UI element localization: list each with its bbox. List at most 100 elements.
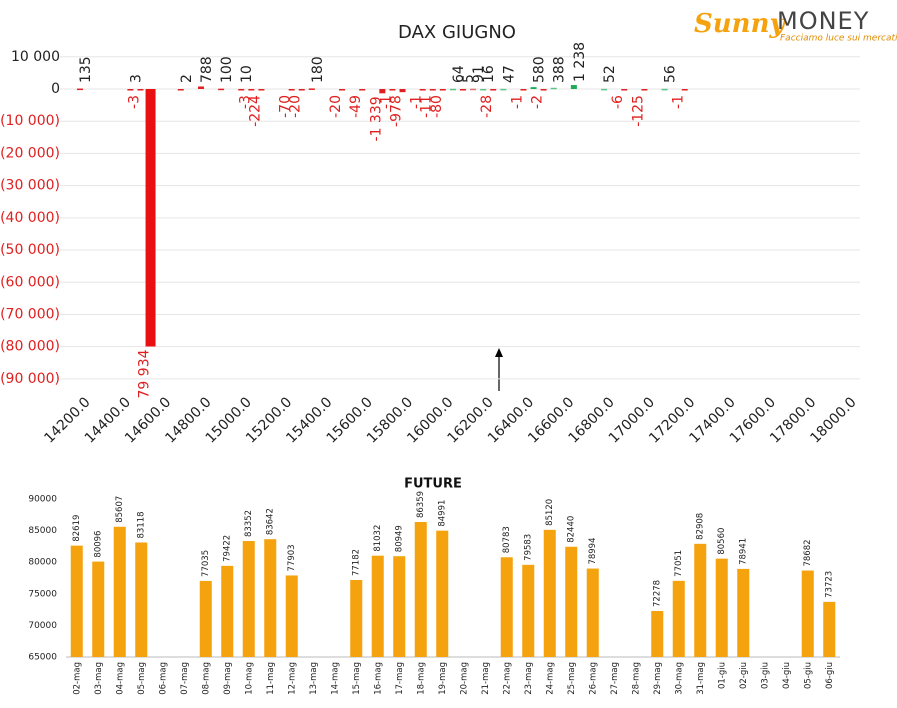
value-label: -1 — [509, 95, 525, 109]
bar — [480, 88, 487, 91]
bar — [543, 529, 556, 657]
value-label: 82908 — [696, 513, 706, 540]
bar — [288, 89, 295, 91]
bar — [429, 89, 436, 91]
value-label: 100 — [219, 56, 235, 83]
y-tick-label: 10 000 — [11, 49, 60, 65]
bar — [823, 601, 836, 657]
logo-tagline: Facciamo luce sui mercati — [780, 34, 897, 44]
x-tick-label: 04-giu — [782, 662, 792, 689]
value-label: -2 — [530, 95, 546, 109]
x-tick-label: 05-giu — [803, 662, 813, 689]
value-label: 77035 — [201, 550, 211, 577]
value-label: 5 — [461, 74, 477, 83]
value-label: 10 — [239, 65, 255, 83]
x-tick-label: 02-giu — [739, 662, 749, 689]
x-tick-label: 07-mag — [180, 662, 190, 695]
bar — [199, 580, 212, 657]
value-label: 72278 — [653, 580, 663, 607]
x-tick-label: 12-mag — [287, 662, 297, 695]
bar — [393, 556, 406, 657]
value-label: 80783 — [502, 526, 512, 553]
value-label: 135 — [78, 56, 94, 83]
bar — [285, 575, 298, 657]
x-tick-label: 27-mag — [610, 662, 620, 695]
y-tick-label: 80000 — [28, 558, 57, 568]
y-tick-label: 70000 — [28, 621, 57, 631]
x-tick-label: 28-mag — [631, 662, 641, 695]
x-tick-label: 04-mag — [115, 662, 125, 695]
bar — [135, 542, 148, 657]
bar — [308, 88, 315, 90]
value-label: 77182 — [352, 549, 362, 576]
y-tick-label: 90000 — [28, 495, 57, 505]
x-tick-label: 06-giu — [825, 662, 835, 689]
bar — [601, 88, 608, 91]
value-label: 16 — [481, 65, 497, 83]
value-label: 81032 — [373, 525, 383, 552]
x-tick-label: 08-mag — [201, 662, 211, 695]
value-label: 580 — [532, 56, 548, 83]
value-label: -20 — [288, 95, 304, 118]
value-label: -11 — [419, 95, 435, 118]
bar — [522, 564, 535, 657]
bar — [218, 88, 225, 91]
value-label: -978 — [389, 95, 405, 127]
bar — [500, 557, 513, 657]
value-label: -20 — [328, 95, 344, 118]
bar — [570, 85, 577, 90]
x-tick-label: 25-mag — [567, 662, 577, 695]
x-tick-label: 01-giu — [717, 662, 727, 689]
x-tick-label: 03-mag — [94, 662, 104, 695]
bar — [439, 89, 446, 91]
x-tick-label: 18-mag — [416, 662, 426, 695]
x-tick-label: 29-mag — [653, 662, 663, 695]
y-tick-label: (10 000) — [0, 113, 60, 129]
value-label: 86359 — [416, 491, 426, 518]
chart-title: DAX GIUGNO — [398, 22, 516, 43]
y-tick-label: 85000 — [28, 526, 57, 536]
bar — [248, 89, 255, 91]
bar — [470, 88, 477, 91]
bar — [520, 89, 527, 91]
x-tick-label: 05-mag — [137, 662, 147, 695]
bar — [137, 89, 144, 91]
bar — [540, 89, 547, 91]
value-label: -125 — [630, 95, 646, 127]
value-label: 52 — [602, 65, 618, 83]
value-label: 91 — [471, 65, 487, 83]
x-tick-label: 24-mag — [545, 662, 555, 695]
x-tick-label: 13-mag — [309, 662, 319, 695]
x-tick-label: 10-mag — [244, 662, 254, 695]
bar — [238, 88, 245, 91]
x-tick-label: 31-mag — [696, 662, 706, 695]
y-tick-label: (20 000) — [0, 145, 60, 161]
y-tick-label: (50 000) — [0, 242, 60, 258]
value-label: -3 — [126, 95, 142, 109]
logo-brand: Sunny — [694, 9, 786, 39]
x-tick-label: 23-mag — [524, 662, 534, 695]
value-label: -224 — [247, 95, 263, 127]
value-label: 78682 — [803, 539, 813, 566]
y-tick-label: 0 — [51, 81, 60, 97]
value-label: 85607 — [115, 496, 125, 523]
x-tick-label: 15-mag — [352, 662, 362, 695]
value-label: 788 — [199, 56, 215, 83]
value-label: 2 — [179, 74, 195, 83]
bar — [371, 555, 384, 657]
bar — [565, 546, 578, 657]
x-tick-label: 30-mag — [674, 662, 684, 695]
bar — [449, 88, 456, 91]
value-label: -70 — [278, 95, 294, 118]
value-label: 85120 — [545, 499, 555, 526]
bar — [414, 522, 427, 657]
value-label: 83642 — [266, 508, 276, 535]
bar — [399, 89, 406, 93]
bar — [221, 565, 234, 657]
bar — [145, 89, 156, 347]
value-label: 82619 — [72, 515, 82, 542]
value-label: 79 934 — [137, 349, 153, 398]
value-label: -28 — [479, 95, 495, 118]
x-tick-label: 22-mag — [502, 662, 512, 695]
